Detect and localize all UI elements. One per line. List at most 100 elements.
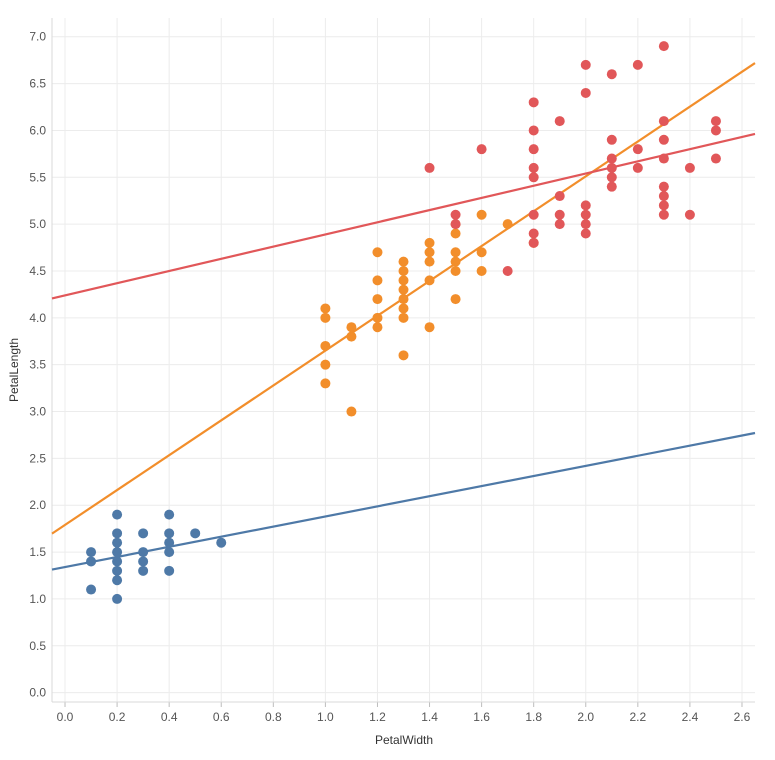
data-point-series-2[interactable]: [450, 228, 461, 239]
data-point-series-3[interactable]: [528, 144, 539, 155]
data-point-series-2[interactable]: [320, 340, 331, 351]
data-point-series-3[interactable]: [632, 59, 643, 70]
data-point-series-1[interactable]: [216, 537, 227, 548]
data-point-series-2[interactable]: [476, 247, 487, 258]
data-point-series-2[interactable]: [398, 350, 409, 361]
data-point-series-2[interactable]: [372, 247, 383, 258]
data-point-series-2[interactable]: [398, 256, 409, 267]
data-point-series-3[interactable]: [658, 200, 669, 211]
data-point-series-1[interactable]: [112, 593, 123, 604]
data-point-series-2[interactable]: [398, 265, 409, 276]
data-point-series-1[interactable]: [86, 547, 97, 558]
data-point-series-2[interactable]: [372, 322, 383, 333]
data-point-series-3[interactable]: [528, 97, 539, 108]
data-point-series-1[interactable]: [86, 556, 97, 567]
data-point-series-3[interactable]: [580, 219, 591, 230]
data-point-series-1[interactable]: [112, 556, 123, 567]
data-point-series-3[interactable]: [450, 219, 461, 230]
data-point-series-1[interactable]: [112, 537, 123, 548]
data-point-series-2[interactable]: [372, 312, 383, 323]
data-point-series-3[interactable]: [580, 200, 591, 211]
data-point-series-2[interactable]: [320, 312, 331, 323]
data-point-series-3[interactable]: [632, 144, 643, 155]
data-point-series-3[interactable]: [450, 209, 461, 220]
data-point-series-1[interactable]: [138, 565, 149, 576]
data-point-series-3[interactable]: [528, 209, 539, 220]
data-point-series-2[interactable]: [398, 294, 409, 305]
data-point-series-1[interactable]: [112, 565, 123, 576]
data-point-series-2[interactable]: [320, 359, 331, 370]
data-point-series-3[interactable]: [710, 125, 721, 136]
data-point-series-3[interactable]: [684, 209, 695, 220]
data-point-series-3[interactable]: [632, 162, 643, 173]
data-point-series-2[interactable]: [424, 256, 435, 267]
data-point-series-3[interactable]: [554, 116, 565, 127]
data-point-series-2[interactable]: [346, 322, 357, 333]
data-point-series-1[interactable]: [164, 565, 175, 576]
data-point-series-3[interactable]: [502, 265, 513, 276]
data-point-series-3[interactable]: [658, 134, 669, 145]
data-point-series-1[interactable]: [164, 509, 175, 520]
data-point-series-1[interactable]: [164, 547, 175, 558]
data-point-series-2[interactable]: [424, 275, 435, 286]
data-point-series-2[interactable]: [398, 303, 409, 314]
data-point-series-3[interactable]: [684, 162, 695, 173]
data-point-series-3[interactable]: [528, 172, 539, 183]
data-point-series-2[interactable]: [372, 294, 383, 305]
data-point-series-3[interactable]: [606, 69, 617, 80]
data-point-series-1[interactable]: [112, 547, 123, 558]
data-point-series-2[interactable]: [398, 275, 409, 286]
data-point-series-2[interactable]: [372, 275, 383, 286]
data-point-series-1[interactable]: [112, 575, 123, 586]
data-point-series-2[interactable]: [320, 378, 331, 389]
data-point-series-2[interactable]: [450, 265, 461, 276]
data-point-series-3[interactable]: [710, 116, 721, 127]
data-point-series-1[interactable]: [112, 509, 123, 520]
data-point-series-3[interactable]: [658, 41, 669, 52]
data-point-series-3[interactable]: [528, 228, 539, 239]
data-point-series-3[interactable]: [580, 87, 591, 98]
data-point-series-2[interactable]: [346, 331, 357, 342]
data-point-series-1[interactable]: [112, 528, 123, 539]
data-point-series-2[interactable]: [502, 219, 513, 230]
data-point-series-1[interactable]: [138, 528, 149, 539]
data-point-series-3[interactable]: [528, 125, 539, 136]
data-point-series-3[interactable]: [528, 162, 539, 173]
data-point-series-2[interactable]: [476, 209, 487, 220]
data-point-series-2[interactable]: [346, 406, 357, 417]
data-point-series-3[interactable]: [658, 209, 669, 220]
data-point-series-2[interactable]: [450, 294, 461, 305]
data-point-series-2[interactable]: [398, 284, 409, 295]
data-point-series-3[interactable]: [606, 153, 617, 164]
data-point-series-3[interactable]: [658, 181, 669, 192]
data-point-series-3[interactable]: [476, 144, 487, 155]
data-point-series-2[interactable]: [398, 312, 409, 323]
data-point-series-3[interactable]: [606, 172, 617, 183]
data-point-series-1[interactable]: [190, 528, 201, 539]
data-point-series-3[interactable]: [580, 228, 591, 239]
data-point-series-3[interactable]: [710, 153, 721, 164]
data-point-series-2[interactable]: [320, 303, 331, 314]
data-point-series-3[interactable]: [606, 162, 617, 173]
data-point-series-3[interactable]: [606, 181, 617, 192]
data-point-series-1[interactable]: [164, 537, 175, 548]
data-point-series-1[interactable]: [138, 556, 149, 567]
data-point-series-2[interactable]: [450, 247, 461, 258]
data-point-series-3[interactable]: [424, 162, 435, 173]
data-point-series-3[interactable]: [554, 209, 565, 220]
data-point-series-3[interactable]: [554, 219, 565, 230]
data-point-series-3[interactable]: [606, 134, 617, 145]
data-point-series-3[interactable]: [658, 116, 669, 127]
data-point-series-3[interactable]: [554, 191, 565, 202]
data-point-series-2[interactable]: [424, 247, 435, 258]
data-point-series-3[interactable]: [580, 209, 591, 220]
data-point-series-2[interactable]: [424, 322, 435, 333]
data-point-series-1[interactable]: [86, 584, 97, 595]
data-point-series-3[interactable]: [658, 191, 669, 202]
data-point-series-2[interactable]: [424, 237, 435, 248]
data-point-series-2[interactable]: [450, 256, 461, 267]
data-point-series-3[interactable]: [528, 237, 539, 248]
data-point-series-2[interactable]: [476, 265, 487, 276]
data-point-series-1[interactable]: [164, 528, 175, 539]
data-point-series-3[interactable]: [658, 153, 669, 164]
